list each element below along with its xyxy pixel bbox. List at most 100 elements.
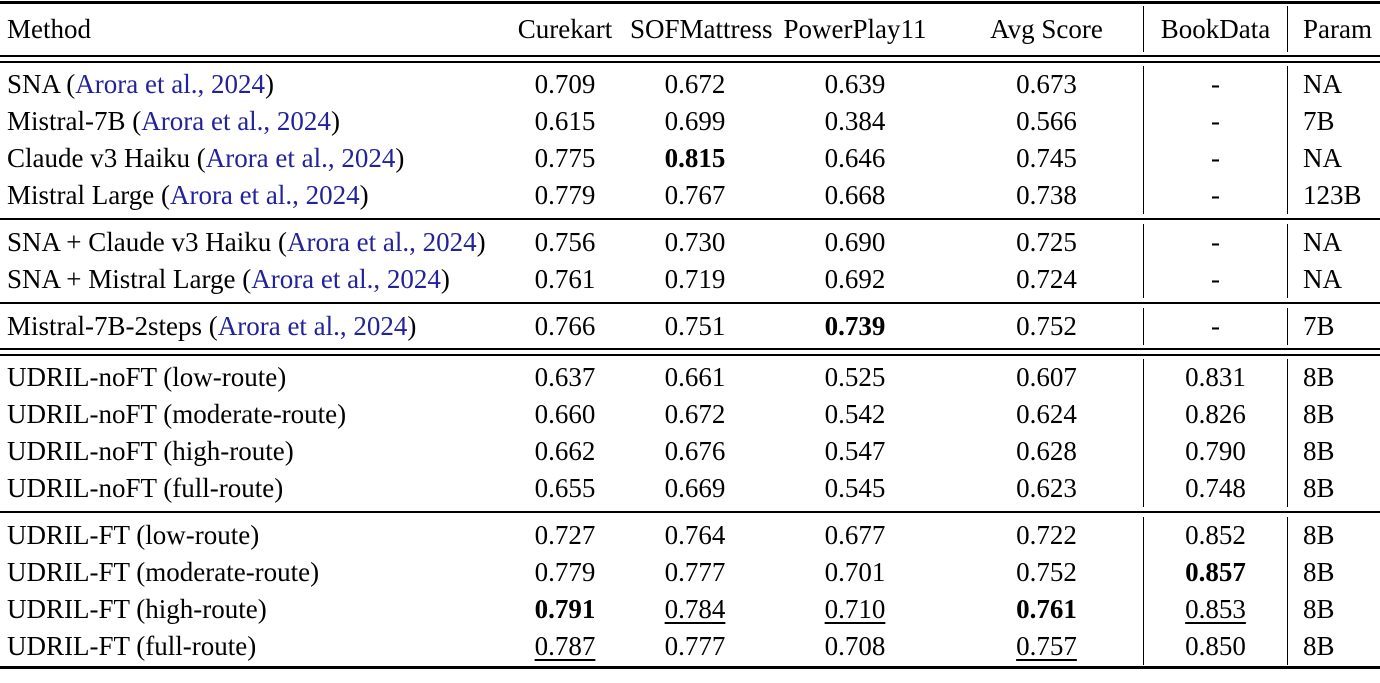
cell-value: 0.779 (534, 557, 596, 587)
citation-link[interactable]: Arora et al., 2024 (205, 143, 396, 173)
cell-powerplay11: 0.525 (760, 359, 950, 396)
cell-value: 0.547 (824, 436, 886, 466)
method-label: UDRIL-noFT (full-route) (7, 473, 284, 503)
cell-bookdata: - (1143, 66, 1287, 103)
cell-method: UDRIL-FT (moderate-route) (0, 554, 500, 591)
cell-value: 0.637 (534, 362, 596, 392)
cell-value: 0.662 (534, 436, 596, 466)
table-row: SNA + Mistral Large (Arora et al., 2024)… (0, 261, 1380, 298)
cell-bookdata: 0.852 (1143, 517, 1287, 554)
col-header-curekart: Curekart (517, 13, 613, 44)
cell-param: 7B (1287, 103, 1380, 140)
cell-method: SNA (Arora et al., 2024) (0, 66, 500, 103)
cell-bookdata: - (1143, 103, 1287, 140)
method-label: Claude v3 Haiku ( (7, 143, 206, 173)
method-label: SNA + Claude v3 Haiku ( (7, 227, 287, 257)
cell-value: 0.639 (824, 69, 886, 99)
cell-curekart: 0.787 (500, 628, 630, 665)
cell-bookdata: - (1143, 140, 1287, 177)
cell-param: 8B (1287, 470, 1380, 507)
cell-powerplay11: 0.545 (760, 470, 950, 507)
cell-param: 8B (1287, 628, 1380, 665)
citation-link[interactable]: Arora et al., 2024 (169, 180, 360, 210)
cell-value: 0.779 (534, 180, 596, 210)
cell-value: 0.850 (1185, 631, 1246, 661)
citation-link[interactable]: Arora et al., 2024 (251, 264, 441, 294)
cell-method: UDRIL-noFT (low-route) (0, 359, 500, 396)
table-row: Claude v3 Haiku (Arora et al., 2024) 0.77… (0, 140, 1380, 177)
cell-value: - (1211, 69, 1220, 99)
cell-value: 0.853 (1185, 594, 1246, 624)
col-header-bookdata: BookData (1143, 6, 1287, 52)
cell-curekart: 0.779 (500, 177, 630, 214)
cell-param: 8B (1287, 359, 1380, 396)
cell-powerplay11: 0.692 (760, 261, 950, 298)
cell-value: 0.542 (824, 399, 886, 429)
cell-powerplay11: 0.677 (760, 517, 950, 554)
col-header-avg-score: Avg Score (990, 13, 1103, 44)
cell-bookdata: - (1143, 177, 1287, 214)
citation-link[interactable]: Arora et al., 2024 (217, 311, 408, 341)
cell-value: 0.525 (824, 362, 886, 392)
cell-value: 0.739 (824, 311, 886, 341)
cell-value: 0.784 (664, 594, 726, 624)
col-header-powerplay11: PowerPlay11 (783, 13, 927, 44)
cell-value: 0.655 (534, 473, 596, 503)
cell-value: - (1211, 227, 1220, 257)
cell-value: 0.699 (664, 106, 726, 136)
cell-value: 0.615 (534, 106, 596, 136)
cell-value: 0.727 (534, 520, 596, 550)
cell-value: 0.748 (1185, 473, 1246, 503)
cell-value: 0.566 (1016, 106, 1077, 136)
cell-value: 0.766 (534, 311, 596, 341)
cell-sofmattress: 0.676 (630, 433, 760, 470)
cell-value: 0.668 (824, 180, 886, 210)
cell-bookdata: 0.826 (1143, 396, 1287, 433)
citation-link[interactable]: Arora et al., 2024 (75, 69, 265, 99)
cell-method: Mistral-7B (Arora et al., 2024) (0, 103, 500, 140)
cell-param: 8B (1287, 396, 1380, 433)
cell-curekart: 0.779 (500, 554, 630, 591)
cell-method: UDRIL-noFT (full-route) (0, 470, 500, 507)
cell-value: 8B (1303, 436, 1335, 466)
cell-value: 0.831 (1185, 362, 1246, 392)
cell-value: 0.857 (1185, 557, 1246, 587)
cell-value: - (1211, 106, 1220, 136)
method-label: SNA + Mistral Large ( (7, 264, 252, 294)
cell-value: 0.761 (1016, 594, 1077, 624)
cell-sofmattress: 0.815 (630, 140, 760, 177)
cell-powerplay11: 0.542 (760, 396, 950, 433)
cell-param: 7B (1287, 308, 1380, 345)
cell-bookdata: - (1143, 224, 1287, 261)
cell-value: NA (1303, 264, 1342, 294)
cell-sofmattress: 0.751 (630, 308, 760, 345)
cell-value: 0.791 (534, 594, 596, 624)
cell-value: 0.722 (1016, 520, 1077, 550)
cell-powerplay11: 0.646 (760, 140, 950, 177)
cell-curekart: 0.637 (500, 359, 630, 396)
table-row: SNA + Claude v3 Haiku (Arora et al., 202… (0, 224, 1380, 261)
cell-method: Mistral-7B-2steps (Arora et al., 2024) (0, 308, 500, 345)
cell-sofmattress: 0.767 (630, 177, 760, 214)
cell-value: 0.673 (1016, 69, 1077, 99)
cell-value: 0.752 (1016, 557, 1077, 587)
cell-curekart: 0.775 (500, 140, 630, 177)
method-label-close: ) (440, 264, 450, 294)
cell-value: - (1211, 264, 1220, 294)
rule-row-group-2 (0, 345, 1380, 359)
cell-param: NA (1287, 261, 1380, 298)
single-rule (0, 302, 1380, 304)
citation-link[interactable]: Arora et al., 2024 (286, 227, 477, 257)
cell-method: UDRIL-FT (high-route) (0, 591, 500, 628)
cell-curekart: 0.756 (500, 224, 630, 261)
citation-link[interactable]: Arora et al., 2024 (141, 106, 331, 136)
cell-value: 0.730 (664, 227, 726, 257)
rule-row-group-3 (0, 507, 1380, 517)
thick-rule (0, 666, 1380, 669)
cell-param: 8B (1287, 433, 1380, 470)
table-row: UDRIL-FT (moderate-route) 0.779 0.777 0.701… (0, 554, 1380, 591)
cell-param: 123B (1287, 177, 1380, 214)
method-label-close: ) (330, 106, 340, 136)
